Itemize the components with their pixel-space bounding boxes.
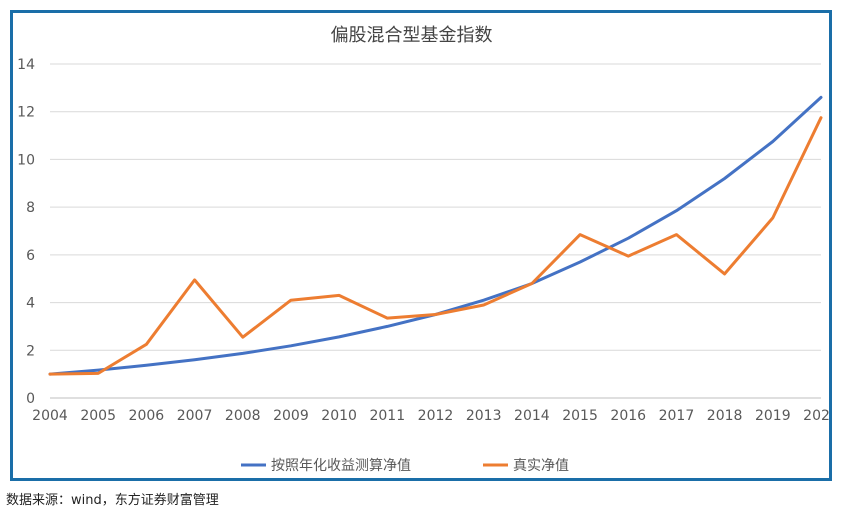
x-tick-label: 2019 xyxy=(755,408,791,424)
legend-label-1: 按照年化收益测算净值 xyxy=(271,458,411,474)
y-tick-label: 10 xyxy=(17,152,35,168)
data-point-s1 xyxy=(771,140,774,143)
data-point-s2 xyxy=(627,255,630,258)
data-point-s1 xyxy=(193,358,196,361)
x-tick-label: 2010 xyxy=(321,408,357,424)
x-tick-label: 2011 xyxy=(369,408,405,424)
y-tick-label: 14 xyxy=(17,57,35,73)
data-point-s1 xyxy=(675,209,678,212)
data-point-s1 xyxy=(627,237,630,240)
data-point-s1 xyxy=(820,96,823,99)
x-tick-label: 2012 xyxy=(418,408,454,424)
x-tick-label: 2013 xyxy=(466,408,502,424)
y-tick-label: 6 xyxy=(26,248,35,264)
data-point-s1 xyxy=(338,335,341,338)
legend-label-2: 真实净值 xyxy=(513,458,569,474)
data-point-s2 xyxy=(675,233,678,236)
x-tick-label: 2018 xyxy=(707,408,743,424)
x-tick-label: 2016 xyxy=(610,408,646,424)
data-point-s2 xyxy=(241,336,244,339)
x-tick-label: 2006 xyxy=(129,408,165,424)
series-line-2 xyxy=(48,116,823,376)
data-point-s2 xyxy=(579,233,582,236)
y-tick-label: 8 xyxy=(26,200,35,216)
x-tick-label: 2005 xyxy=(80,408,116,424)
x-tick-label: 2004 xyxy=(32,408,68,424)
y-tick-label: 2 xyxy=(26,343,35,359)
data-point-s1 xyxy=(241,352,244,355)
data-point-s1 xyxy=(579,261,582,264)
data-point-s2 xyxy=(482,303,485,306)
chart-title: 偏股混合型基金指数 xyxy=(331,25,493,46)
x-tick-label: 2015 xyxy=(562,408,598,424)
x-tick-label: 2008 xyxy=(225,408,261,424)
x-tick-label: 2014 xyxy=(514,408,550,424)
data-point-s2 xyxy=(145,343,148,346)
series-line-1 xyxy=(48,95,823,376)
data-point-s1 xyxy=(723,177,726,180)
data-point-s2 xyxy=(289,299,292,302)
source-note: 数据来源：wind，东方证券财富管理 xyxy=(6,493,219,508)
y-tick-label: 4 xyxy=(26,296,35,312)
data-point-s2 xyxy=(97,372,100,375)
data-point-s2 xyxy=(386,317,389,320)
x-tick-label: 2017 xyxy=(659,408,695,424)
data-point-s2 xyxy=(530,282,533,285)
data-point-s1 xyxy=(145,364,148,367)
data-point-s2 xyxy=(193,278,196,281)
y-tick-label: 12 xyxy=(17,105,35,121)
y-tick-label: 0 xyxy=(26,391,35,407)
x-tick-label: 2007 xyxy=(177,408,213,424)
x-tick-label: 2020 xyxy=(803,408,829,424)
data-point-s2 xyxy=(771,216,774,219)
data-point-s1 xyxy=(482,299,485,302)
x-tick-label: 2009 xyxy=(273,408,309,424)
data-point-s2 xyxy=(723,272,726,275)
data-point-s1 xyxy=(386,325,389,328)
data-point-s2 xyxy=(49,373,52,376)
chart-frame: 偏股混合型基金指数 0 2 4 6 8 10 12 14 2004 2005 2006 2007 2008… xyxy=(10,10,832,481)
data-point-s1 xyxy=(289,344,292,347)
data-point-s2 xyxy=(820,116,823,119)
data-point-s2 xyxy=(338,294,341,297)
data-point-s2 xyxy=(434,313,437,316)
line-chart: 偏股混合型基金指数 0 2 4 6 8 10 12 14 2004 2005 2006 2007 2008… xyxy=(17,25,829,474)
